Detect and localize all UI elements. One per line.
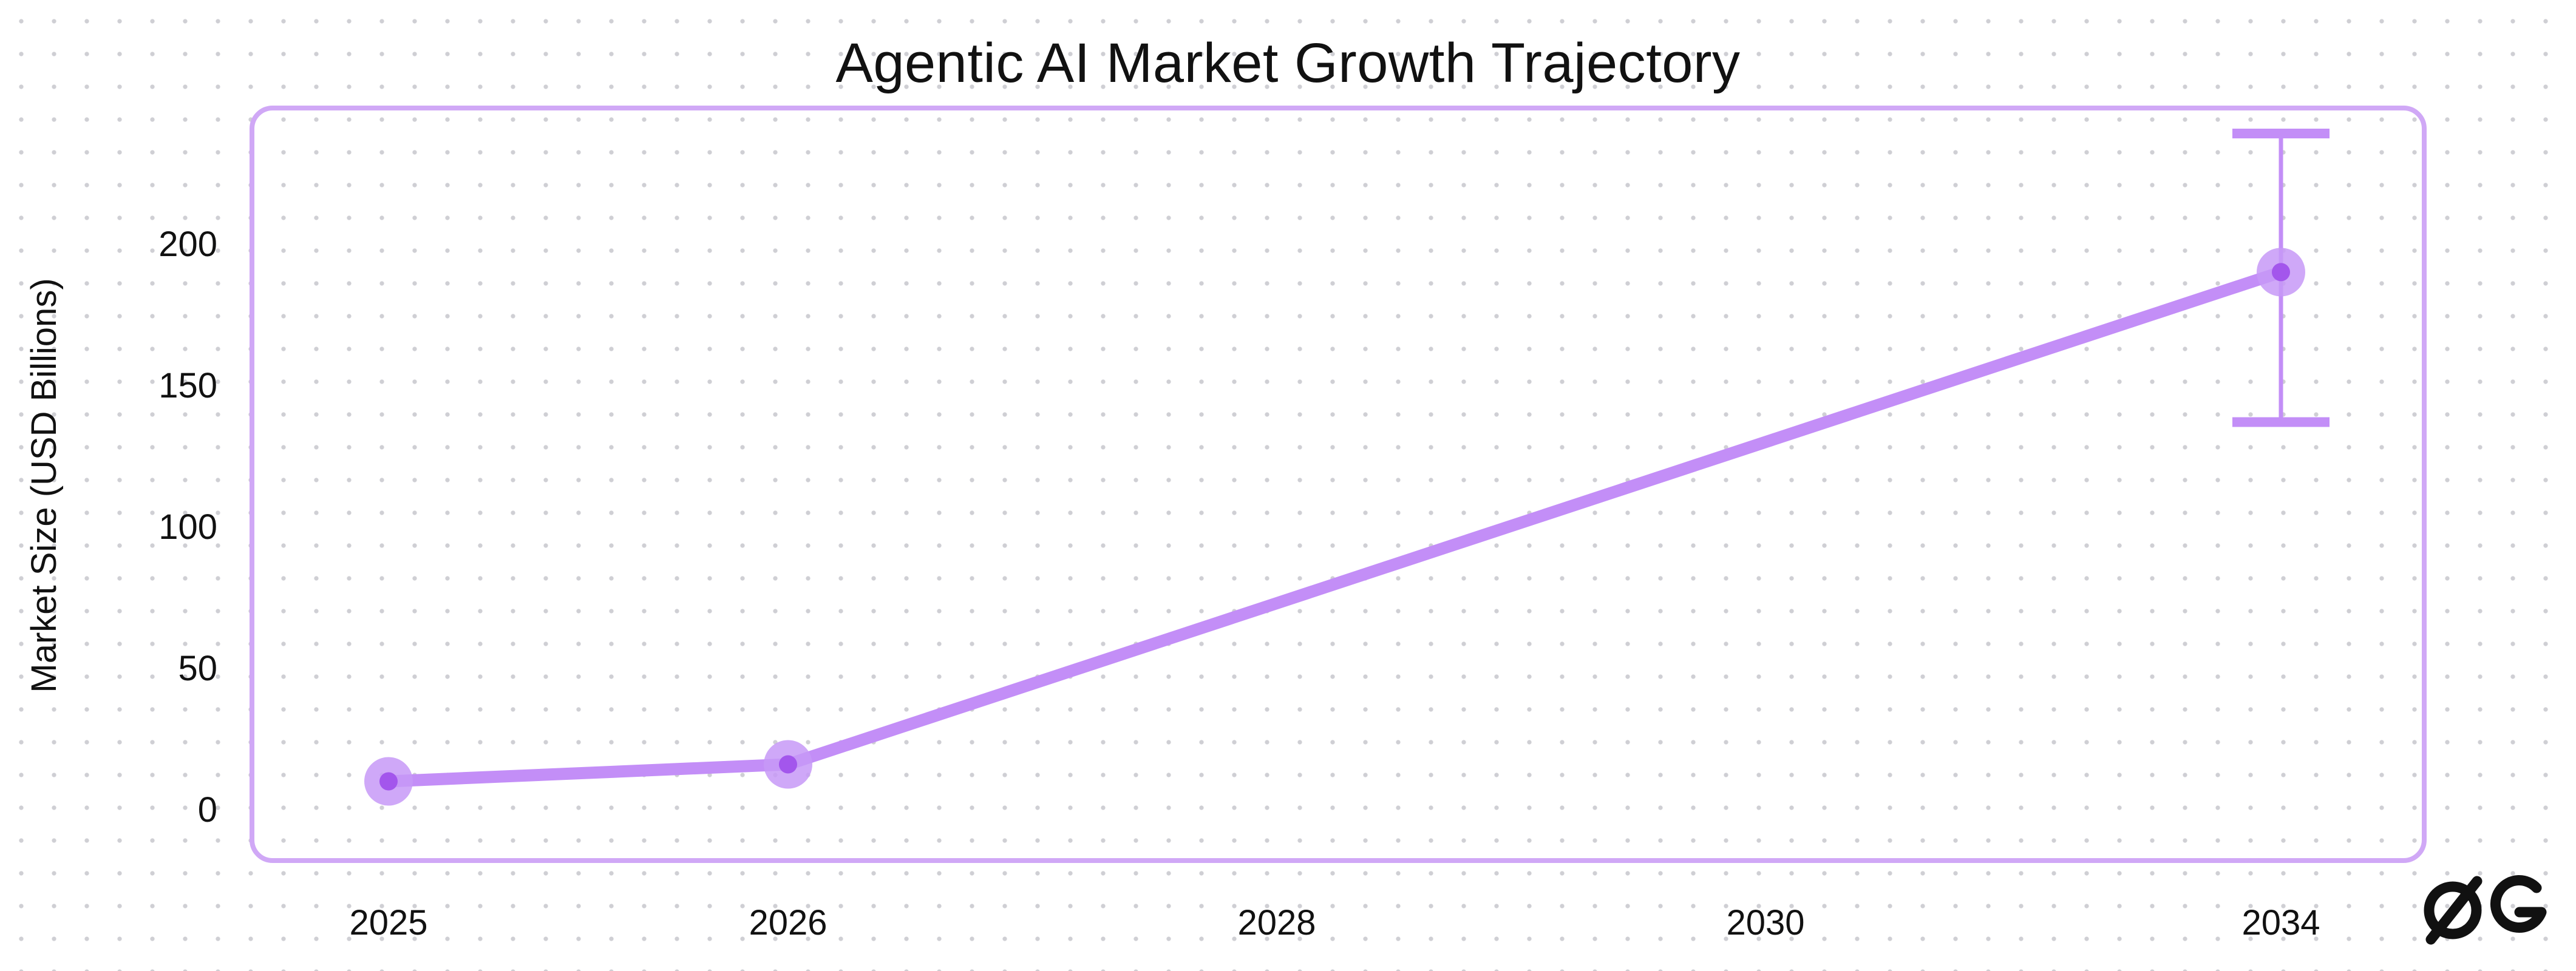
x-tick-label: 2034 bbox=[2241, 903, 2320, 942]
x-tick-label: 2025 bbox=[349, 903, 427, 942]
chart-title: Agentic AI Market Growth Trajectory bbox=[835, 32, 1741, 94]
series-markers bbox=[364, 248, 2305, 806]
y-axis-title: Market Size (USD Billions) bbox=[24, 278, 64, 692]
y-tick-label: 50 bbox=[178, 649, 217, 688]
y-tick-label: 150 bbox=[158, 366, 217, 405]
data-point bbox=[379, 772, 398, 791]
x-tick-label: 2030 bbox=[1726, 903, 1804, 942]
y-axis-ticks: 0 50 100 150 200 bbox=[158, 225, 217, 830]
x-tick-label: 2026 bbox=[749, 903, 827, 942]
series-line bbox=[382, 266, 2287, 788]
y-tick-label: 100 bbox=[158, 507, 217, 547]
data-point bbox=[779, 755, 797, 774]
y-tick-label: 200 bbox=[158, 225, 217, 264]
plot-frame bbox=[250, 106, 2427, 863]
gg-logo-icon bbox=[2424, 875, 2547, 945]
y-tick-label: 0 bbox=[198, 790, 217, 830]
x-tick-label: 2028 bbox=[1237, 903, 1316, 942]
x-axis-ticks: 2025 2026 2028 2030 2034 bbox=[349, 903, 2320, 942]
data-point bbox=[2272, 263, 2290, 282]
